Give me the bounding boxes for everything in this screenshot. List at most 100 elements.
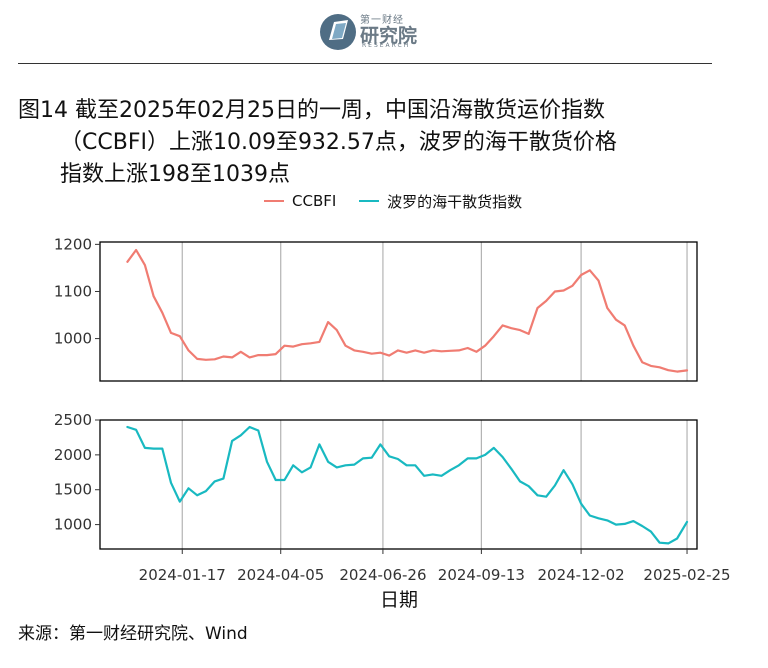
panel-frame-1 — [99, 241, 698, 382]
data-point-p2-64 — [686, 521, 688, 523]
x-axis-title: 日期 — [380, 589, 418, 611]
data-point-p2-23 — [327, 461, 329, 463]
data-point-p2-13 — [240, 434, 242, 437]
data-point-p2-35 — [432, 473, 434, 476]
data-point-p2-28 — [370, 456, 373, 459]
data-point-p1-51 — [571, 285, 574, 287]
data-point-p1-36 — [440, 350, 443, 353]
data-point-p2-40 — [475, 457, 478, 460]
logo-text-main: 研究院 — [360, 25, 418, 47]
data-point-p2-29 — [379, 443, 382, 446]
data-point-p1-35 — [432, 349, 434, 352]
chart-title-line-2: （CCBFI）上涨10.09至932.57点，波罗的海干散货价格 — [60, 130, 617, 155]
data-point-p1-53 — [589, 269, 591, 272]
data-point-p1-45 — [519, 329, 521, 331]
data-point-p1-34 — [423, 351, 425, 354]
data-point-p2-20 — [301, 471, 303, 474]
data-point-p1-37 — [449, 350, 452, 352]
data-point-p2-37 — [449, 469, 452, 472]
x-tick-label-4: 2024-12-02 — [537, 566, 624, 584]
data-point-p2-0 — [126, 426, 129, 428]
data-point-p2-6 — [179, 500, 181, 503]
data-point-p2-51 — [571, 483, 574, 486]
data-point-p1-26 — [353, 349, 356, 352]
logo — [320, 14, 356, 50]
x-tick-label-0: 2024-01-17 — [139, 566, 226, 584]
data-point-p2-16 — [266, 461, 268, 463]
data-point-p1-8 — [196, 358, 198, 360]
data-point-p1-50 — [562, 289, 565, 292]
data-point-p1-59 — [641, 361, 643, 364]
series-line-2 — [126, 425, 689, 545]
data-point-p2-27 — [362, 457, 364, 460]
data-point-p2-31 — [397, 458, 399, 460]
data-point-p2-58 — [632, 520, 635, 522]
data-point-p2-3 — [152, 447, 155, 450]
data-point-p2-7 — [187, 487, 190, 490]
data-point-p2-38 — [458, 464, 460, 467]
header-divider — [18, 63, 712, 64]
data-point-p1-0 — [126, 261, 129, 263]
data-point-p2-56 — [615, 523, 617, 526]
data-point-p2-44 — [510, 468, 513, 470]
data-point-p2-52 — [580, 502, 582, 505]
data-point-p2-61 — [658, 541, 661, 544]
data-point-p1-63 — [676, 370, 678, 373]
data-point-p2-59 — [641, 525, 643, 527]
data-point-p2-34 — [423, 475, 425, 477]
data-point-p1-41 — [484, 344, 486, 347]
panel-frame-2 — [99, 419, 698, 550]
data-point-p2-1 — [135, 429, 137, 431]
data-point-p2-57 — [623, 523, 626, 525]
legend-label-bdi: 波罗的海干散货指数 — [387, 192, 523, 211]
data-point-p1-56 — [615, 318, 617, 321]
data-point-p1-57 — [623, 324, 626, 327]
series-line-1 — [126, 248, 689, 373]
data-point-p1-25 — [344, 344, 347, 347]
data-point-p1-11 — [222, 355, 225, 358]
data-point-p1-5 — [170, 332, 172, 334]
chart-title-line-3: 指数上涨198至1039点 — [60, 162, 290, 187]
data-point-p2-55 — [606, 519, 609, 522]
data-point-p2-47 — [536, 494, 539, 497]
data-point-p1-22 — [318, 341, 321, 343]
data-point-p2-46 — [527, 485, 530, 488]
data-point-p1-27 — [362, 351, 364, 353]
x-tick-label-1: 2024-04-05 — [237, 566, 324, 584]
data-point-p1-23 — [327, 321, 329, 323]
y-tick-label-p1-1: 1100 — [54, 282, 92, 300]
data-point-p1-64 — [686, 369, 688, 372]
data-point-p1-7 — [187, 349, 190, 352]
data-point-p2-25 — [344, 464, 347, 467]
data-point-p2-60 — [650, 530, 652, 533]
data-point-p1-20 — [301, 343, 303, 346]
data-point-p1-60 — [650, 365, 652, 367]
data-point-p2-32 — [405, 464, 408, 467]
data-point-p1-13 — [240, 351, 242, 353]
data-point-p1-62 — [667, 369, 670, 372]
chart-legend: CCBFI 波罗的海干散货指数 — [264, 188, 540, 212]
data-point-p2-53 — [589, 514, 591, 517]
data-point-p1-24 — [336, 329, 338, 331]
data-point-p1-43 — [501, 324, 504, 327]
data-point-p1-54 — [597, 279, 600, 282]
data-point-p2-14 — [248, 426, 251, 428]
data-point-p2-26 — [353, 463, 356, 466]
data-point-p1-58 — [632, 344, 635, 347]
data-point-p1-15 — [257, 354, 260, 356]
data-point-p2-24 — [336, 466, 338, 469]
data-point-p2-50 — [562, 469, 565, 472]
data-point-p1-61 — [658, 366, 661, 369]
data-point-p2-42 — [493, 447, 495, 449]
data-point-p1-33 — [414, 349, 417, 352]
y-tick-label-p2-0: 1000 — [54, 516, 92, 534]
data-point-p1-29 — [379, 351, 382, 354]
data-point-p2-30 — [388, 455, 391, 458]
data-point-p2-19 — [292, 464, 295, 467]
data-point-p1-10 — [213, 358, 216, 361]
data-point-p2-11 — [222, 477, 225, 480]
x-tick-label-2: 2024-06-26 — [339, 566, 426, 584]
data-point-p1-39 — [466, 347, 469, 349]
data-point-p2-4 — [161, 447, 164, 450]
data-point-p1-18 — [283, 344, 286, 347]
